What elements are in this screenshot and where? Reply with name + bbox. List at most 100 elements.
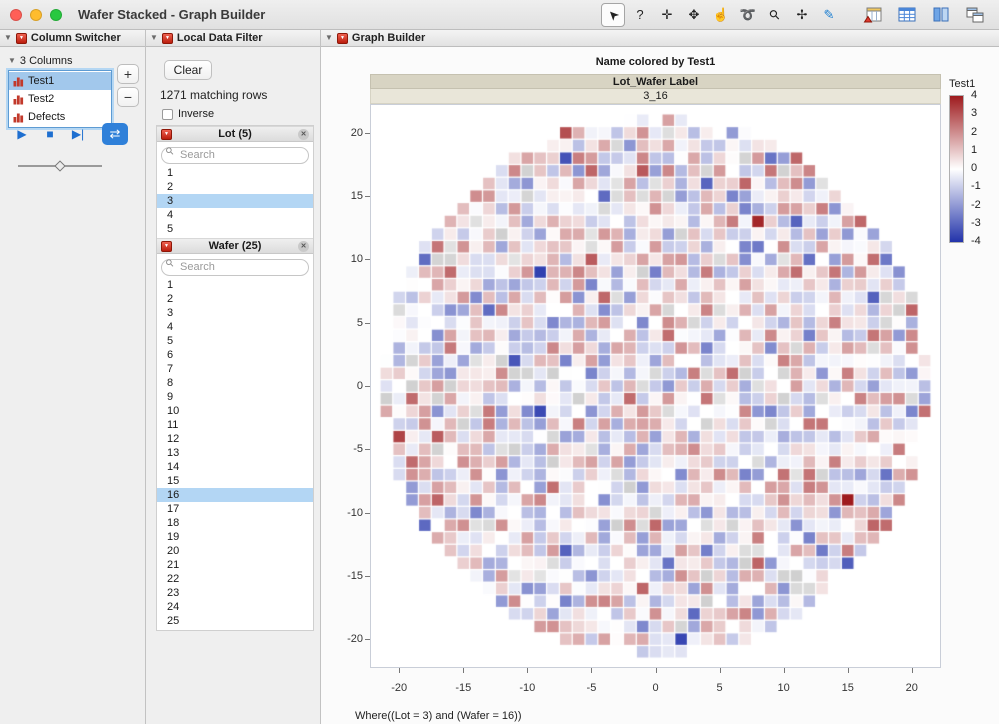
x-tick-mark [911, 668, 913, 673]
inverse-checkbox[interactable] [162, 108, 173, 120]
columns-collapse-icon[interactable]: ▼ [8, 56, 16, 65]
minimize-button[interactable] [30, 8, 42, 21]
filter-section: ▼Wafer (25)✕⚲123456789101112131415161718… [157, 238, 313, 630]
column-item[interactable]: Test2 [9, 90, 111, 108]
remove-filter-icon[interactable]: ✕ [298, 240, 309, 252]
panel-collapse-icon[interactable]: ▼ [4, 33, 12, 42]
slider-thumb[interactable] [54, 160, 66, 172]
move-tool-icon[interactable]: ✥ [688, 6, 700, 22]
filter-value-row[interactable]: 4 [167, 209, 174, 221]
magnifier-tool-icon[interactable]: ⚲ [765, 5, 784, 23]
plot-area[interactable] [370, 104, 941, 668]
lasso-tool-icon[interactable]: ➰ [739, 6, 757, 22]
step-button[interactable]: ▶| [71, 127, 85, 141]
histogram-icon [13, 112, 24, 123]
legend-colorbar[interactable] [949, 95, 964, 243]
filter-value-row[interactable]: 3 [157, 194, 313, 208]
filter-value-row[interactable]: 13 [167, 447, 180, 459]
wafer-map-canvas[interactable] [371, 105, 940, 667]
filter-value-row[interactable]: 16 [157, 488, 313, 502]
filter-value-row[interactable]: 3 [167, 307, 174, 319]
filter-value-row[interactable]: 1 [167, 279, 174, 291]
filter-value-row[interactable]: 20 [167, 545, 180, 557]
filter-value-row[interactable]: 5 [167, 223, 174, 235]
filter-value-row[interactable]: 12 [167, 433, 180, 445]
filter-value-row[interactable]: 18 [167, 517, 180, 529]
filter-value-row[interactable]: 5 [167, 335, 174, 347]
filter-value-row[interactable]: 8 [167, 377, 174, 389]
column-item-label: Test1 [28, 75, 55, 87]
window-layout-button[interactable] [961, 3, 989, 27]
filter-value-row[interactable]: 22 [167, 573, 180, 585]
histogram-icon [13, 94, 24, 105]
grabber-tool-icon[interactable]: ☝ [712, 6, 730, 22]
filter-value-row[interactable]: 25 [167, 615, 180, 627]
filter-value-row[interactable]: 6 [167, 349, 174, 361]
speed-slider[interactable] [18, 160, 102, 172]
filter-search-input[interactable] [161, 258, 309, 276]
x-tick-mark [591, 668, 593, 673]
wafer-value-band: 3_16 [370, 89, 941, 104]
close-button[interactable] [10, 8, 22, 21]
stop-button[interactable]: ■ [46, 127, 54, 141]
columns-panel-button[interactable] [927, 3, 955, 27]
play-button[interactable]: ▶ [17, 127, 27, 141]
filter-value-row[interactable]: 10 [167, 405, 180, 417]
filter-value-row[interactable]: 2 [167, 293, 174, 305]
toolbar-app-buttons [859, 3, 989, 27]
y-tick-label: 5 [356, 316, 363, 329]
annotate-tool-icon[interactable]: ✎ [823, 6, 835, 22]
filter-value-row[interactable]: 19 [167, 531, 180, 543]
panel-collapse-icon[interactable]: ▼ [150, 33, 158, 42]
inverse-label: Inverse [178, 108, 215, 120]
filter-value-row[interactable]: 11 [167, 419, 179, 431]
x-tick-mark [847, 668, 849, 673]
filter-value-row[interactable]: 1 [167, 167, 174, 179]
filter-value-row[interactable]: 15 [167, 475, 180, 487]
y-tick-mark [365, 575, 370, 577]
legend-tick-label: -4 [971, 235, 981, 247]
filter-value-row[interactable]: 4 [167, 321, 174, 333]
filter-search-input[interactable] [161, 146, 309, 164]
filter-value-row[interactable]: 17 [167, 503, 180, 515]
remove-column-button[interactable]: − [117, 87, 139, 107]
crosshair-tool-icon[interactable]: ✢ [796, 6, 808, 22]
filter-search: ⚲ [161, 257, 309, 276]
red-triangle-menu-icon[interactable]: ▼ [161, 32, 173, 44]
filter-menu-icon[interactable]: ▼ [161, 240, 172, 252]
add-column-button[interactable]: + [117, 64, 139, 84]
column-item-label: Defects [28, 111, 66, 123]
y-tick-label: 10 [350, 253, 363, 266]
data-table-button[interactable] [859, 3, 887, 27]
panel-collapse-icon[interactable]: ▼ [325, 33, 333, 42]
filter-menu-icon[interactable]: ▼ [161, 128, 172, 140]
filter-value-row[interactable]: 14 [167, 461, 180, 473]
local-data-filter-panel: ▼ ▼ Local Data Filter Clear 1271 matchin… [146, 30, 321, 724]
y-tick-label: -5 [353, 443, 363, 456]
filter-label: Wafer (25) [208, 240, 262, 252]
loop-button[interactable]: ⇄ [102, 123, 128, 145]
remove-filter-icon[interactable]: ✕ [298, 128, 309, 140]
grid-table-button[interactable] [893, 3, 921, 27]
column-item[interactable]: Defects [9, 108, 111, 126]
wafer-label-band: Lot_Wafer Label [370, 74, 941, 89]
help-tool-icon[interactable]: ? [636, 7, 644, 22]
red-triangle-menu-icon[interactable]: ▼ [15, 32, 27, 44]
filter-value-row[interactable]: 2 [167, 181, 174, 193]
arrow-tool-icon[interactable]: ➤ [601, 2, 625, 27]
column-item[interactable]: Test1 [9, 72, 111, 90]
zoom-button[interactable] [50, 8, 62, 21]
legend-tick-label: -2 [971, 198, 981, 211]
filter-value-row[interactable]: 7 [167, 363, 174, 375]
clear-filter-button[interactable]: Clear [164, 60, 212, 80]
brush-tool-icon[interactable]: ✛ [661, 6, 673, 22]
filter-value-row[interactable]: 9 [167, 391, 174, 403]
filter-value-row[interactable]: 23 [167, 587, 180, 599]
x-tick-label: -20 [391, 682, 408, 694]
x-tick-label: 15 [841, 682, 854, 694]
filter-value-row[interactable]: 24 [167, 601, 180, 613]
filter-value-row[interactable]: 21 [167, 559, 180, 571]
traffic-lights [10, 8, 62, 21]
red-triangle-menu-icon[interactable]: ▼ [336, 32, 348, 44]
